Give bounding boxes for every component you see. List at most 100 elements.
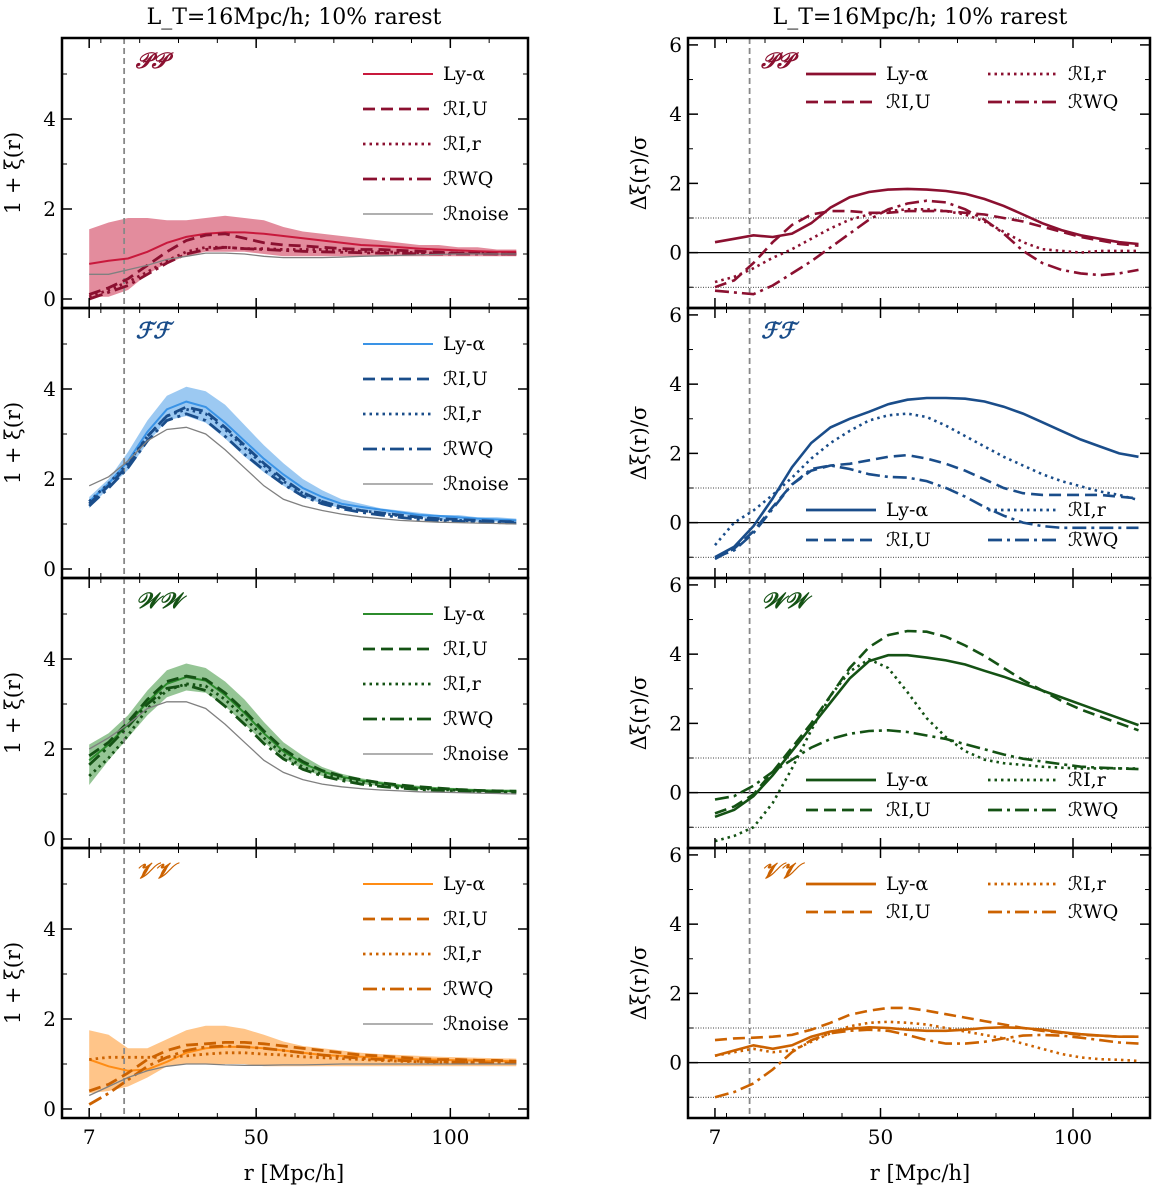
right-xlabel: r [Mpc/h] — [870, 1161, 970, 1185]
series-dashed — [714, 209, 1139, 289]
y-tick-label: 0 — [669, 241, 682, 265]
y-tick-label: 0 — [43, 287, 56, 311]
legend-label: ℛI,U — [886, 529, 931, 551]
y-tick-label: 4 — [669, 102, 682, 126]
y-tick-label: 2 — [669, 981, 682, 1005]
y-tick-label: 0 — [43, 827, 56, 851]
panel-left-pp: 0 2 4 1 + ξ(r) 𝒫𝒫 Ly-α ℛI,U ℛI,r ℛWQ ℛnoise — [1, 36, 530, 311]
plot-area — [88, 308, 517, 578]
series-solid — [88, 400, 517, 522]
plot-area — [688, 38, 1150, 308]
series-dotted — [88, 245, 517, 299]
y-tick-label: 4 — [43, 377, 56, 401]
y-axis-label: 1 + ξ(r) — [1, 942, 25, 1024]
legend-label: ℛI,r — [443, 673, 482, 695]
legend-label: ℛI,r — [443, 133, 482, 155]
legend-label: ℛnoise — [443, 743, 509, 765]
x-tick-label: 100 — [1054, 1125, 1092, 1149]
legend-label: ℛWQ — [1068, 799, 1118, 821]
panel-tag: 𝒫𝒫 — [760, 48, 799, 74]
series-dashdot — [88, 245, 517, 301]
y-tick-label: 2 — [669, 711, 682, 735]
uncertainty-band — [89, 663, 517, 793]
series-solid — [714, 187, 1139, 246]
legend-label: ℛI,r — [443, 403, 482, 425]
legend-label: Ly-α — [443, 63, 485, 85]
y-tick-label: 2 — [43, 197, 56, 221]
y-axis-label: Δξ(r)/σ — [627, 136, 651, 211]
legend: Ly-α ℛI,U ℛI,r ℛWQ — [806, 63, 1118, 113]
y-tick-label: 2 — [43, 467, 56, 491]
y-tick-label: 6 — [669, 573, 682, 597]
y-tick-label: 4 — [669, 912, 682, 936]
legend-label: Ly-α — [443, 873, 485, 895]
left-title: L_T=16Mpc/h; 10% rarest — [147, 5, 442, 30]
y-tick-label: 0 — [669, 1051, 682, 1075]
legend-label: Ly-α — [886, 499, 928, 521]
y-axis-label: 1 + ξ(r) — [1, 672, 25, 754]
panel-left-ff: 0 2 4 1 + ξ(r) ℱℱ Ly-α ℛI,U ℛI,r ℛWQ ℛnoise — [1, 306, 530, 581]
y-tick-label: 4 — [43, 107, 56, 131]
legend: Ly-α ℛI,U ℛI,r ℛWQ — [806, 769, 1118, 821]
legend-label: ℛI,U — [443, 638, 488, 660]
series-dashed — [88, 232, 517, 296]
series-dashdot — [714, 199, 1139, 296]
legend-label: ℛI,r — [1068, 63, 1107, 85]
legend-label: ℛnoise — [443, 203, 509, 225]
x-tick-label: 7 — [83, 1125, 96, 1149]
y-tick-label: 0 — [43, 557, 56, 581]
series-dashed — [714, 1006, 1139, 1042]
legend-label: Ly-α — [443, 333, 485, 355]
legend-label: ℛI,r — [1068, 873, 1107, 895]
y-tick-label: 4 — [43, 917, 56, 941]
series-solid — [714, 653, 1139, 819]
y-tick-label: 2 — [669, 171, 682, 195]
series-dashed — [88, 1041, 517, 1093]
plot-area — [88, 578, 517, 848]
uncertainty-band — [89, 215, 517, 297]
series-dashdot — [714, 464, 1139, 559]
legend-label: ℛI,r — [1068, 769, 1107, 791]
x-tick-label: 50 — [868, 1125, 893, 1149]
series-solid — [89, 231, 517, 265]
legend-label: ℛWQ — [1068, 91, 1118, 113]
legend-label: ℛWQ — [1068, 529, 1118, 551]
series-dashdot — [88, 412, 517, 525]
plot-area — [688, 848, 1150, 1118]
series-dashdot — [88, 683, 517, 794]
y-tick-label: 2 — [43, 1007, 56, 1031]
panel-tag: ℱℱ — [761, 318, 800, 344]
series-thin — [88, 426, 517, 525]
legend-label: ℛWQ — [443, 708, 493, 730]
legend-label: Ly-α — [443, 603, 485, 625]
series-dotted — [714, 1020, 1139, 1063]
panel-left-vv: 0 2 4 7 50 100 1 + ξ(r) 𝒱𝒱 Ly-α ℛI,U ℛI,r ℛWQ ℛnoise — [1, 846, 530, 1149]
x-tick-label: 7 — [709, 1125, 722, 1149]
legend-label: ℛWQ — [443, 438, 493, 460]
panel-right-vv: 0 2 4 6 7 50 100 Δξ(r)/σ 𝒱𝒱 Ly-α ℛI,U ℛI,r ℛWQ — [627, 843, 1152, 1149]
legend: Ly-α ℛI,U ℛI,r ℛWQ ℛnoise — [363, 603, 509, 765]
y-axis-label: Δξ(r)/σ — [627, 406, 651, 481]
legend-label: ℛI,U — [886, 901, 931, 923]
y-tick-label: 6 — [669, 33, 682, 57]
series-thin — [89, 252, 517, 275]
legend-label: Ly-α — [886, 873, 928, 895]
legend: Ly-α ℛI,U ℛI,r ℛWQ — [806, 873, 1118, 923]
legend-label: ℛI,U — [443, 908, 488, 930]
legend-label: ℛI,U — [443, 98, 488, 120]
uncertainty-band — [89, 1025, 517, 1094]
series-dashdot — [714, 1028, 1139, 1099]
y-axis-label: Δξ(r)/σ — [627, 676, 651, 751]
y-tick-label: 0 — [669, 781, 682, 805]
right-title: L_T=16Mpc/h; 10% rarest — [773, 5, 1068, 30]
legend-label: ℛI,U — [886, 799, 931, 821]
panel-tag: 𝒱𝒱 — [761, 858, 805, 884]
y-tick-label: 0 — [43, 1097, 56, 1121]
legend-label: ℛnoise — [443, 473, 509, 495]
y-tick-label: 4 — [43, 647, 56, 671]
legend-label: ℛI,r — [1068, 499, 1107, 521]
series-solid — [714, 1025, 1139, 1057]
y-tick-label: 4 — [669, 642, 682, 666]
y-tick-label: 2 — [669, 441, 682, 465]
